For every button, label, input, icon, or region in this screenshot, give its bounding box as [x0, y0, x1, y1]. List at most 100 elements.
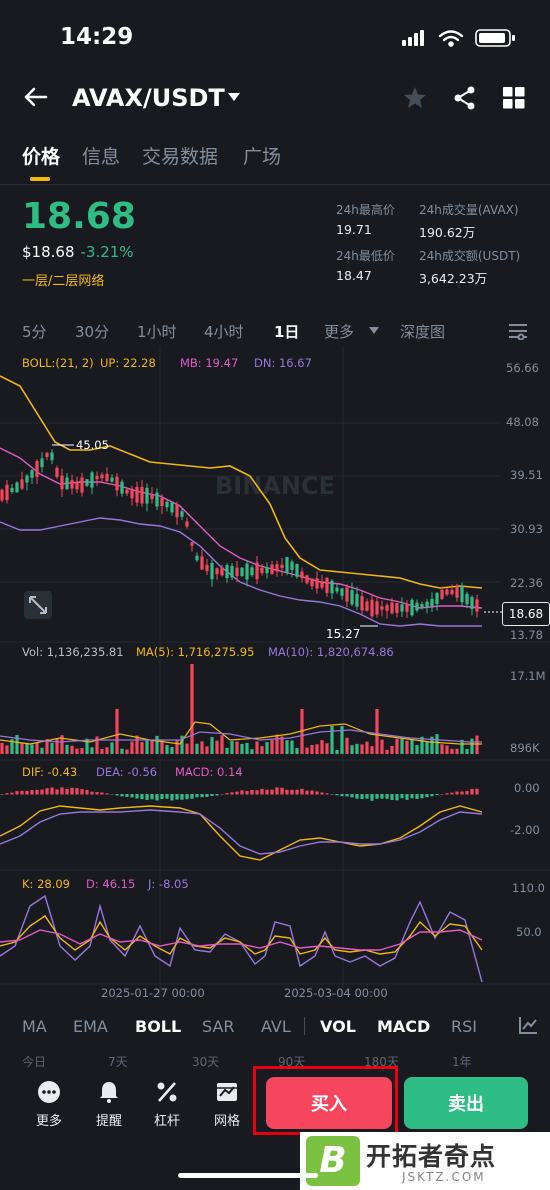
boll-up: UP: 22.28 [100, 356, 156, 370]
boll-lower-line [0, 517, 482, 627]
indicator-sar[interactable]: SAR [202, 1017, 235, 1036]
macd-bar [175, 794, 179, 800]
macd-bar [475, 788, 479, 795]
interval-1d[interactable]: 1日 [274, 323, 300, 341]
sell-button[interactable]: 卖出 [404, 1077, 528, 1129]
layout-grid-icon[interactable] [503, 87, 525, 109]
caret-down-icon[interactable] [227, 92, 241, 102]
tab-square[interactable]: 广场 [243, 146, 282, 168]
volume-bar [270, 740, 274, 754]
indicator-vol[interactable]: VOL [320, 1017, 356, 1036]
volume-bar [260, 746, 264, 754]
volume-bar [310, 745, 314, 754]
volume-bar [30, 744, 34, 754]
cellular-signal-icon [402, 30, 424, 46]
indicator-avl[interactable]: AVL [261, 1017, 291, 1036]
leverage-button[interactable]: 杠杆 [143, 1080, 191, 1129]
volume-bar [50, 742, 54, 754]
macd-bar [190, 794, 194, 799]
high-value: 19.71 [336, 222, 372, 237]
indicator-ma[interactable]: MA [22, 1017, 47, 1036]
macd-bar [460, 791, 464, 795]
volume-bar [90, 747, 94, 754]
volume-bar [275, 734, 279, 754]
volume-bar [115, 709, 119, 754]
tab-trade-data[interactable]: 交易数据 [142, 146, 219, 168]
alert-button[interactable]: 提醒 [85, 1080, 133, 1129]
interval-more[interactable]: 更多 [324, 323, 355, 341]
indicator-ema[interactable]: EMA [73, 1017, 108, 1036]
macd-bar [40, 789, 44, 795]
share-icon[interactable] [453, 86, 476, 110]
volume-bar [235, 741, 239, 754]
volume-bar [345, 737, 349, 754]
favorite-star-icon[interactable] [403, 86, 427, 109]
range-today[interactable]: 今日 [22, 1055, 47, 1069]
macd-bar [350, 794, 354, 798]
range-180d[interactable]: 180天 [364, 1055, 399, 1069]
range-1y[interactable]: 1年 [452, 1055, 472, 1069]
back-icon[interactable] [22, 86, 48, 108]
alert-label: 提醒 [95, 1114, 122, 1129]
macd-bar [235, 791, 239, 795]
interval-1h[interactable]: 1小时 [137, 323, 177, 341]
volume-bars [0, 664, 479, 754]
volume-bar [150, 739, 154, 754]
kdj-d-line [0, 929, 483, 951]
kline-chart[interactable]: BINANCE 45.05 15.27 [0, 346, 550, 1004]
depth-chart-tab[interactable]: 深度图 [400, 323, 446, 341]
volume-bar [180, 735, 184, 754]
caret-down-icon[interactable] [369, 327, 379, 334]
indicator-rsi[interactable]: RSI [451, 1017, 477, 1036]
tab-info[interactable]: 信息 [82, 146, 121, 168]
fullscreen-expand-icon[interactable] [24, 591, 52, 619]
site-subtitle: JSKTZ.COM [402, 1170, 486, 1184]
volume-bar [300, 709, 304, 754]
macd-bar [55, 789, 59, 795]
indicator-macd[interactable]: MACD [377, 1017, 431, 1036]
volume-bar [145, 739, 149, 754]
volume-bar [380, 739, 384, 754]
interval-5m[interactable]: 5分 [22, 323, 47, 341]
buy-button[interactable]: 买入 [266, 1077, 392, 1129]
volume-ma5-label: MA(5): 1,716,275.95 [136, 645, 255, 659]
volume-bar [75, 748, 79, 754]
volume-bar [225, 747, 229, 754]
macd-bar [265, 789, 269, 795]
macd-dif-line [0, 805, 483, 861]
more-button[interactable]: 更多 [25, 1080, 73, 1129]
macd-dif-label: DIF: -0.43 [22, 765, 78, 779]
pair-title[interactable]: AVAX/USDT [72, 84, 225, 112]
high-label: 24h最高价 [336, 203, 395, 217]
macd-bar [315, 791, 319, 795]
range-30d[interactable]: 30天 [192, 1055, 220, 1069]
tab-price[interactable]: 价格 [22, 146, 61, 168]
boll-params: BOLL:(21, 2) [22, 356, 94, 370]
volume-bar [0, 742, 4, 754]
range-7d[interactable]: 7天 [108, 1055, 128, 1069]
macd-bar [290, 789, 294, 795]
volume-bar [415, 745, 419, 754]
current-price-tag: 18.68 [502, 602, 550, 626]
macd-bar [185, 794, 189, 800]
macd-bar [135, 794, 139, 799]
range-90d[interactable]: 90天 [278, 1055, 306, 1069]
macd-bar [440, 793, 444, 795]
binance-watermark: BINANCE [215, 472, 335, 500]
indicator-boll[interactable]: BOLL [135, 1017, 182, 1036]
interval-4h[interactable]: 4小时 [204, 323, 244, 341]
volume-bar [80, 747, 84, 754]
indicator-settings-icon[interactable] [518, 1016, 538, 1034]
macd-bar [375, 794, 379, 799]
usd-price-line: $18.68 -3.21% [22, 243, 134, 261]
grid-button[interactable]: 网格 [203, 1080, 251, 1129]
category-tag[interactable]: 一层/二层网络 [22, 274, 105, 289]
kdj-k-label: K: 28.09 [22, 877, 70, 891]
volume-bar [160, 739, 164, 754]
interval-30m[interactable]: 30分 [75, 323, 110, 341]
change-percent: -3.21% [80, 243, 134, 261]
macd-bar [415, 794, 419, 799]
chart-settings-icon[interactable] [508, 322, 528, 340]
boll-dn: DN: 16.67 [254, 356, 312, 370]
macd-bar [10, 792, 14, 795]
